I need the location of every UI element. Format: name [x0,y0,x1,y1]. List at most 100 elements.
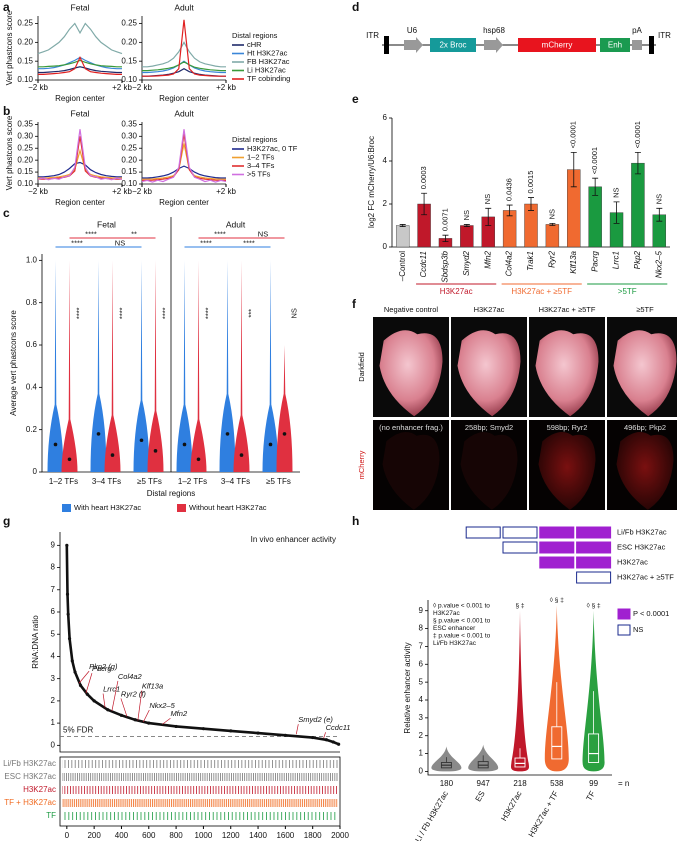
error-bar [549,222,556,226]
error-bar [634,152,641,175]
legend-label: NS [633,625,643,634]
significance-symbol: ◊ § ‡ [550,597,564,604]
n-label: 180 [440,779,454,788]
p-value-label: <0.0001 [590,147,599,174]
annotation-leader [120,698,128,717]
violin [262,260,279,472]
median-dot [67,457,72,462]
y-tick-label: 0.20 [121,155,137,164]
y-tick-label: 0.15 [17,56,33,65]
x-tick-label: Nkx2–5 [654,250,663,278]
chart-title: In vivo enhancer activity [251,535,336,544]
heart-darkfield [457,330,521,417]
error-bar [506,204,513,217]
point [147,721,151,725]
panel-label: d [352,0,359,14]
x-tick-label: 1000 [195,831,213,840]
bracket-label: **** [85,229,97,238]
bracket-label: NS [258,229,268,238]
y-tick-label: 0.15 [121,167,137,176]
legend-label: FB H3K27ac [247,57,290,66]
point [85,692,89,696]
violin [147,260,164,472]
x-tick-label: 1–2 TFs [178,477,207,486]
violin [276,345,293,472]
legend-label: 1–2 TFs [247,152,275,161]
column-header: Negative control [384,305,439,314]
y-tick-label: 0.2 [26,425,38,434]
y-tick-label: 3 [419,713,424,722]
bar [588,186,602,248]
row-label: Darkfield [357,352,366,382]
rug-track [62,812,338,820]
significance-symbol: ◊ § ‡ [587,602,601,609]
image-caption: 496bp; Pkp2 [624,423,666,432]
x-tick-label: H3K27ac + TF [527,789,561,838]
x-tick-label: Mfn2 [483,250,492,268]
x-tick-label: Pkp2 [633,250,642,269]
x-tick-label: 600 [142,831,156,840]
median-dot [53,442,58,447]
y-tick-label: 0.20 [17,155,33,164]
point [67,637,72,641]
heart-mcherry [460,432,518,510]
violin [133,260,150,472]
median-dot [196,457,201,462]
panel-label: b [3,104,10,118]
enhancer-box [600,38,630,52]
bracket-label: **** [243,238,255,247]
error-bar [570,152,577,188]
legend-label: >5 TFs [247,169,271,178]
heart-mcherry [382,432,440,510]
legend-swatch [62,504,71,512]
heart-darkfield [379,330,443,417]
error-bar [421,192,428,216]
y-tick-label: 6 [383,113,388,122]
diagram-label: 2x Broc [439,41,466,50]
point [92,699,96,703]
x-tick-label: −2 kb [28,187,48,196]
heart-darkfield [535,330,599,417]
x-axis-label: Region center [159,198,209,207]
point [201,727,206,731]
x-tick-label: Ccdc11 [419,251,428,278]
error-bar [442,234,449,243]
line-series [142,133,226,181]
diagram-label: Enh [608,41,622,50]
line-series [38,161,122,178]
column-header: H3K27ac + ≥5TF [539,305,596,314]
median-dot [182,442,187,447]
annotation-leader [78,670,90,684]
group-label: H3K27ac [440,287,473,296]
annotation: Pacrg [92,664,112,673]
median-dot [268,442,273,447]
annotation: Mfn2 [170,709,188,718]
matrix-cell [502,541,538,554]
y-axis-label: RNA:DNA ratio [31,615,40,669]
panel-label: h [352,514,359,528]
p-value-label: NS [483,194,492,204]
bar [545,224,560,248]
x-tick-label: 800 [169,831,183,840]
x-tick-label: –Control [398,251,407,281]
annotation: Col4a2 [118,672,143,681]
x-tick-label: Trak1 [526,251,535,271]
y-tick-label: 0 [383,242,388,251]
x-tick-label: 1800 [304,831,322,840]
y-tick-label: 0 [419,767,424,776]
point [70,659,74,663]
mcherry-box [518,38,596,52]
matrix-cell [502,526,538,539]
significance-symbol: § ‡ [515,602,524,609]
median-dot [110,453,115,457]
annotation-leader [111,680,119,711]
pair-significance: NS [289,308,298,318]
annotation-leader [295,724,299,735]
panel-label: e [352,92,359,106]
itr-block [649,36,654,54]
x-tick-label: Lrrc1 [612,251,621,269]
error-bar [399,224,406,227]
promoter-arrow [404,37,423,53]
legend-label: With heart H3K27ac [74,503,141,512]
image-caption: 258bp; Smyd2 [465,423,513,432]
